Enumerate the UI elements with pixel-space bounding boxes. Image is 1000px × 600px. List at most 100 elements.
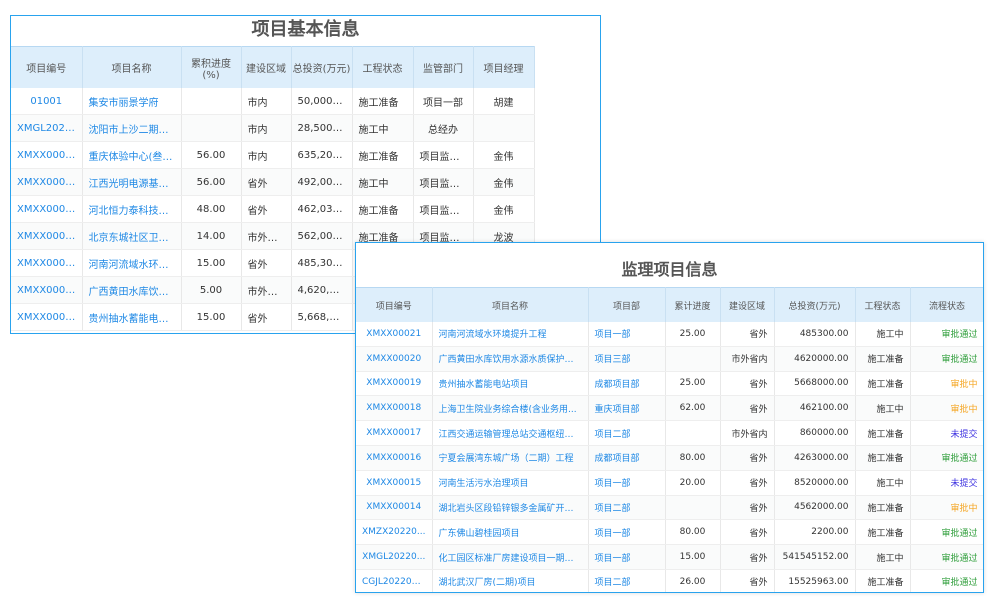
- column-header[interactable]: 流程状态: [910, 287, 983, 322]
- row-link[interactable]: 项目一部: [588, 470, 666, 496]
- table-cell: 市外省内: [720, 346, 775, 372]
- row-link[interactable]: 上海卫生院业务综合楼(含业务用...: [432, 395, 589, 422]
- column-header[interactable]: 建设区域: [720, 287, 775, 322]
- table-row: XMXX00019 贵州抽水蓄能电站项目 成都项目部 25.00 省外 5668000.0…: [356, 371, 983, 397]
- row-link[interactable]: XMXX00025: [11, 141, 83, 169]
- row-link[interactable]: XMXX00020: [356, 346, 433, 372]
- row-link[interactable]: XMXX00022: [11, 222, 83, 250]
- table-row: XMGL20231... 沈阳市上沙二期一批... 市内 28,500.00 施工中 总经…: [11, 114, 600, 142]
- table-cell: 审批通过: [910, 445, 983, 471]
- table-cell: 施工中: [855, 395, 911, 422]
- row-link[interactable]: 北京东城社区卫生服...: [82, 222, 182, 250]
- table-cell: 审批中: [910, 371, 983, 397]
- row-link[interactable]: XMXX00014: [356, 495, 433, 521]
- row-link[interactable]: XMXX00019: [11, 303, 83, 331]
- table-cell: 胡建: [473, 88, 535, 115]
- table-cell: 市外省内: [241, 276, 292, 304]
- row-link[interactable]: XMXX00016: [356, 445, 433, 471]
- row-link[interactable]: 集安市丽景学府: [82, 88, 182, 115]
- row-link[interactable]: 贵州抽水蓄能电站项目: [432, 371, 589, 397]
- row-link[interactable]: 江西交通运输管理总站交通枢纽及...: [432, 420, 589, 446]
- row-link[interactable]: XMXX00021: [11, 249, 83, 277]
- column-header[interactable]: 监管部门: [413, 46, 474, 88]
- table-row: XMXX00018 上海卫生院业务综合楼(含业务用... 重庆项目部 62.00 省外 4…: [356, 395, 983, 422]
- table-cell: 项目监理部: [413, 168, 474, 196]
- column-header[interactable]: 项目部: [588, 287, 666, 322]
- row-link[interactable]: 项目二部: [588, 420, 666, 446]
- table-cell: 462100.00: [774, 395, 856, 422]
- panel-title: 项目基本信息: [251, 19, 360, 40]
- row-link[interactable]: 成都项目部: [588, 445, 666, 471]
- table-cell: 项目一部: [413, 88, 474, 115]
- table-cell: 26.00: [665, 569, 721, 592]
- row-link[interactable]: XMZX20220...: [356, 519, 433, 546]
- column-header[interactable]: 总投资(万元): [774, 287, 856, 322]
- row-link[interactable]: XMXX00021: [356, 322, 433, 347]
- row-link[interactable]: XMXX00018: [356, 395, 433, 422]
- table-cell: 省外: [720, 371, 775, 397]
- row-link[interactable]: 项目一部: [588, 544, 666, 570]
- column-header[interactable]: 项目经理: [473, 46, 535, 88]
- row-link[interactable]: XMXX00024: [11, 168, 83, 196]
- column-header[interactable]: 项目编号: [356, 287, 433, 322]
- row-link[interactable]: 宁夏会展湾东城广场（二期）工程: [432, 445, 589, 471]
- column-header[interactable]: 建设区域: [241, 46, 292, 88]
- row-link[interactable]: XMXX00015: [356, 470, 433, 496]
- table-cell: 金伟: [473, 141, 535, 169]
- row-link[interactable]: XMXX00017: [356, 420, 433, 446]
- row-link[interactable]: CGJL202205...: [356, 569, 433, 592]
- row-link[interactable]: XMGL20231...: [11, 114, 83, 142]
- row-link[interactable]: 湖北岩头区段铅锌银多金属矿开采...: [432, 495, 589, 521]
- column-header[interactable]: 累积进度(%): [181, 46, 242, 88]
- row-link[interactable]: 广东佛山碧桂园项目: [432, 519, 589, 546]
- table-cell: 25.00: [665, 371, 721, 397]
- column-header[interactable]: 项目编号: [11, 46, 83, 88]
- table-cell: 20.00: [665, 470, 721, 496]
- table-cell: 4,620,000.00: [291, 276, 353, 304]
- row-link[interactable]: 广西黄田水库饮用水源水质保护项目: [432, 346, 589, 372]
- row-link[interactable]: 湖北武汉厂房(二期)项目: [432, 569, 589, 592]
- column-header[interactable]: 总投资(万元): [291, 46, 353, 88]
- row-link[interactable]: XMGL20220...: [356, 544, 433, 570]
- row-link[interactable]: XMXX00023: [11, 195, 83, 223]
- row-link[interactable]: 河南生活污水治理项目: [432, 470, 589, 496]
- row-link[interactable]: 广西黄田水库饮用水...: [82, 276, 182, 304]
- row-link[interactable]: 重庆项目部: [588, 395, 666, 422]
- row-link[interactable]: 项目三部: [588, 346, 666, 372]
- column-header[interactable]: 工程状态: [352, 46, 414, 88]
- row-link[interactable]: 项目一部: [588, 322, 666, 347]
- row-link[interactable]: 重庆体验中心(叁号...: [82, 141, 182, 169]
- table-cell: 25.00: [665, 322, 721, 347]
- column-header[interactable]: 项目名称: [82, 46, 182, 88]
- table-cell: 施工中: [352, 114, 414, 142]
- row-link[interactable]: 贵州抽水蓄能电站项目: [82, 303, 182, 331]
- table-cell: 省外: [241, 249, 292, 277]
- row-link[interactable]: 江西光明电源基地工程: [82, 168, 182, 196]
- table-cell: 2200.00: [774, 519, 856, 546]
- row-link[interactable]: 01001: [11, 88, 83, 115]
- row-link[interactable]: 沈阳市上沙二期一批...: [82, 114, 182, 142]
- table-cell: 8520000.00: [774, 470, 856, 496]
- table-cell: 48.00: [181, 195, 242, 223]
- table-cell: 15.00: [181, 303, 242, 331]
- row-link[interactable]: 河北恒力泰科技大型...: [82, 195, 182, 223]
- row-link[interactable]: 化工园区标准厂房建设项目一期项目: [432, 544, 589, 570]
- table-cell: 860000.00: [774, 420, 856, 446]
- column-header[interactable]: 工程状态: [855, 287, 911, 322]
- table-cell: 56.00: [181, 141, 242, 169]
- column-header[interactable]: 累计进度: [665, 287, 721, 322]
- table-cell: 50,000.00: [291, 88, 353, 115]
- table-cell: 施工准备: [855, 495, 911, 521]
- table-cell: 4562000.00: [774, 495, 856, 521]
- row-link[interactable]: XMXX00020: [11, 276, 83, 304]
- row-link[interactable]: 项目一部: [588, 519, 666, 546]
- row-link[interactable]: 项目二部: [588, 569, 666, 592]
- row-link[interactable]: 项目二部: [588, 495, 666, 521]
- table-cell: 审批中: [910, 495, 983, 521]
- column-header[interactable]: 项目名称: [432, 287, 589, 322]
- row-link[interactable]: 成都项目部: [588, 371, 666, 397]
- row-link[interactable]: 河南河流域水环境提升工程: [432, 322, 589, 347]
- row-link[interactable]: XMXX00019: [356, 371, 433, 397]
- table-cell: 施工中: [855, 544, 911, 570]
- row-link[interactable]: 河南河流域水环境提...: [82, 249, 182, 277]
